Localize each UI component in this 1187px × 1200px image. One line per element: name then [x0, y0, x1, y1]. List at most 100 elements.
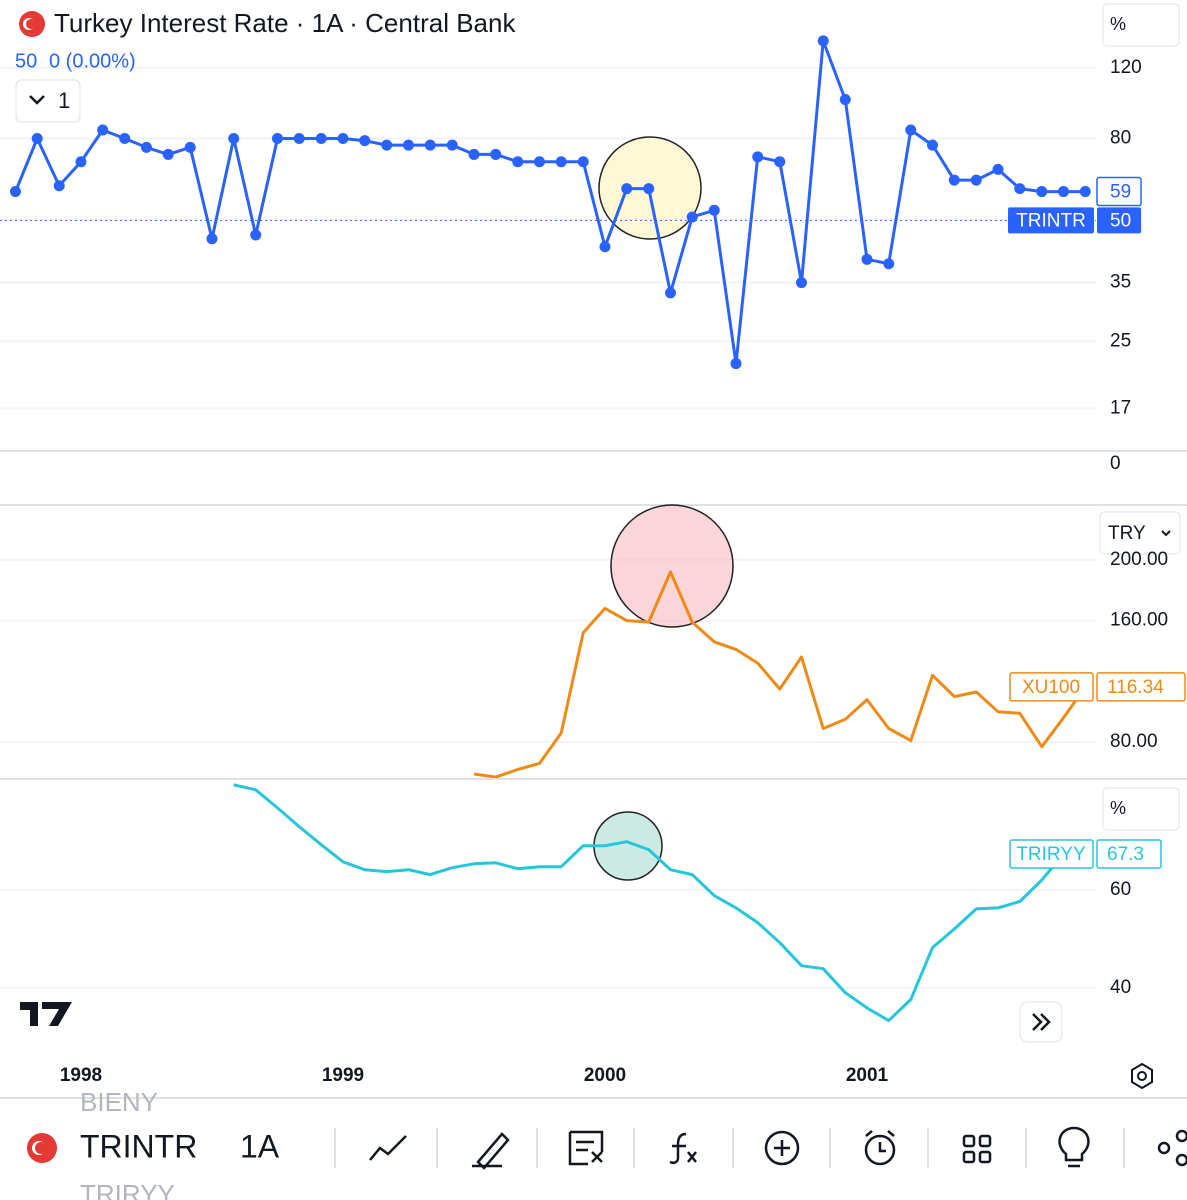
toolbar-dividers — [334, 1128, 1125, 1168]
last-value-label: 59 — [1110, 182, 1131, 203]
symbol-badge-label: TRINTR — [1016, 210, 1086, 231]
data-point — [75, 156, 87, 168]
data-point — [140, 141, 152, 153]
data-point — [555, 156, 567, 168]
currency-box[interactable] — [1099, 511, 1181, 555]
data-point — [31, 132, 43, 144]
y-tick-label: 80.00 — [1110, 731, 1158, 752]
data-point — [184, 141, 196, 153]
data-point — [228, 132, 240, 144]
settings-icon — [1137, 1071, 1147, 1081]
data-point — [271, 132, 283, 144]
value-badge-label: 50 — [1110, 210, 1131, 231]
layout-icon[interactable] — [962, 1150, 976, 1164]
y-tick-label: 60 — [1110, 879, 1131, 900]
data-point — [250, 229, 262, 241]
last-value: 50 — [15, 50, 37, 72]
data-point — [664, 287, 676, 299]
unit-box[interactable] — [1102, 787, 1180, 831]
ghost-symbol: BIENY — [80, 1087, 158, 1117]
alert-icon[interactable] — [865, 1130, 895, 1153]
draw-icon[interactable] — [472, 1132, 510, 1170]
symbol-badge — [1009, 672, 1094, 702]
value-badge — [1097, 207, 1141, 234]
collapse-count[interactable]: 1 — [58, 88, 70, 113]
data-point — [512, 156, 524, 168]
data-point — [97, 124, 109, 136]
data-point — [621, 183, 633, 195]
chart-title: Turkey Interest Rate · 1A · Central Bank — [54, 8, 516, 38]
data-point — [293, 132, 305, 144]
collapse-button[interactable] — [15, 79, 81, 123]
series-line — [233, 783, 1065, 1023]
data-point — [119, 132, 131, 144]
value-badge — [1096, 839, 1162, 869]
idea-icon[interactable] — [1058, 1126, 1090, 1168]
chevrons-icon — [1032, 1013, 1051, 1031]
y-tick-label: 25 — [1110, 330, 1131, 351]
data-point — [708, 204, 720, 216]
unit-box[interactable] — [1102, 3, 1180, 47]
data-point — [992, 163, 1004, 175]
layout-icon[interactable] — [962, 1134, 976, 1148]
y-tick-label: 80 — [1110, 127, 1131, 148]
unit-label[interactable]: % — [1110, 798, 1126, 818]
layout: 0 — [0, 136, 1187, 1099]
symbol-badge — [1009, 839, 1094, 869]
x-tick-label: 1999 — [322, 1065, 364, 1086]
value-badge-label: 116.34 — [1107, 677, 1164, 698]
data-point — [381, 139, 393, 151]
data-point — [730, 358, 742, 370]
flag-icon-crescent — [35, 1142, 47, 1154]
indicator-icon[interactable] — [369, 1135, 407, 1161]
overlay: Turkey Interest Rate · 1A · Central Bank… — [15, 3, 1187, 1200]
change: 0 (0.00%) — [49, 50, 136, 72]
separator-label: 0 — [1110, 453, 1121, 474]
tradingview-logo — [20, 1002, 72, 1026]
data-point — [643, 183, 655, 195]
data-point — [883, 258, 895, 270]
symbol-badge-label: TRIRYY — [1016, 844, 1086, 865]
layout-icon[interactable] — [978, 1134, 992, 1148]
toolbar-symbol[interactable]: TRINTR — [80, 1128, 197, 1164]
toolbar-interval[interactable]: 1A — [240, 1128, 280, 1164]
template-icon[interactable] — [568, 1130, 604, 1166]
y-tick-label: 35 — [1110, 272, 1131, 293]
x-tick-label: 2001 — [846, 1065, 889, 1086]
y-tick-label: 200.00 — [1110, 549, 1168, 570]
data-point — [315, 132, 327, 144]
data-point — [686, 211, 698, 223]
data-point — [1079, 186, 1091, 198]
data-point — [490, 148, 502, 160]
share-icon[interactable] — [1175, 1129, 1187, 1143]
function-icon[interactable] — [669, 1132, 697, 1165]
last-value-badge — [1096, 176, 1142, 207]
alert-icon[interactable] — [864, 1134, 896, 1166]
unit-label[interactable]: % — [1110, 14, 1126, 34]
series-line — [473, 570, 1087, 778]
data-point — [337, 132, 349, 144]
y-tick-label: 17 — [1110, 398, 1131, 419]
layout-icon[interactable] — [978, 1150, 992, 1164]
currency-label[interactable]: TRY — [1108, 523, 1146, 544]
data-point — [9, 186, 21, 198]
value-badge-label: 67.3 — [1107, 844, 1144, 865]
ghost-symbol: TRIRYY — [80, 1179, 175, 1200]
y-tick-label: 120 — [1110, 57, 1142, 78]
value-badge — [1096, 672, 1186, 702]
data-point — [446, 139, 458, 151]
data-point — [424, 139, 436, 151]
share-icon[interactable] — [1157, 1141, 1171, 1155]
data-point — [927, 139, 939, 151]
add-icon[interactable] — [764, 1130, 800, 1166]
highlight-circle — [610, 504, 734, 628]
toolbar-icons[interactable] — [369, 1126, 1187, 1170]
data-point — [905, 124, 917, 136]
share-icon[interactable] — [1175, 1153, 1187, 1167]
data-point — [861, 253, 873, 265]
settings-icon[interactable] — [1131, 1062, 1153, 1090]
add-icon[interactable] — [774, 1140, 790, 1156]
grid-layer — [0, 66, 1096, 989]
data-point — [970, 174, 982, 186]
